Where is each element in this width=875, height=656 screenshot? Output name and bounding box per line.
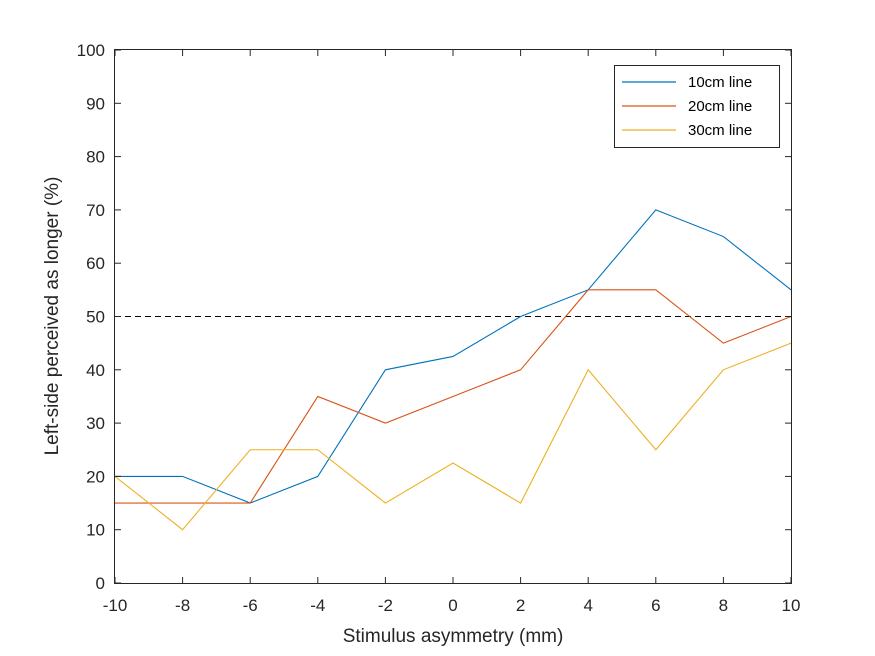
y-tick-label: 20 (86, 467, 105, 486)
plot-frame (114, 49, 792, 584)
series-line-2 (115, 289, 792, 504)
y-tick-label: 80 (86, 148, 105, 167)
y-tick-label: 100 (77, 41, 105, 60)
legend-label-1: 10cm line (688, 74, 752, 91)
x-tick-label: 0 (448, 596, 457, 615)
y-tick-label: 70 (86, 201, 105, 220)
legend: 10cm line 20cm line 30cm line (614, 65, 780, 148)
y-tick-label: 10 (86, 521, 105, 540)
y-tick-label: 60 (86, 254, 105, 273)
series-line-3 (114, 342, 792, 531)
y-tick-label: 0 (96, 574, 105, 593)
x-tick-label: -2 (378, 596, 393, 615)
x-tick-label: 8 (719, 596, 728, 615)
x-axis-label: Stimulus asymmetry (mm) (343, 626, 564, 647)
series-line-1 (115, 209, 792, 504)
legend-label-2: 20cm line (688, 98, 752, 115)
x-tick-label: -8 (175, 596, 190, 615)
x-tick-label: -6 (243, 596, 258, 615)
x-tick-label: 6 (651, 596, 660, 615)
y-tick-label: 40 (86, 361, 105, 380)
x-tick-label: -10 (103, 596, 128, 615)
chart-marks (114, 209, 792, 531)
x-tick-label: -4 (310, 596, 325, 615)
y-tick-label: 90 (86, 94, 105, 113)
x-tick-label: 2 (516, 596, 525, 615)
y-axis-label: Left-side perceived as longer (%) (42, 177, 63, 456)
legend-label-3: 30cm line (688, 122, 752, 139)
y-tick-label: 50 (86, 308, 105, 327)
x-tick-label: 4 (583, 596, 592, 615)
y-tick-label: 30 (86, 414, 105, 433)
x-tick-label: 10 (782, 596, 801, 615)
